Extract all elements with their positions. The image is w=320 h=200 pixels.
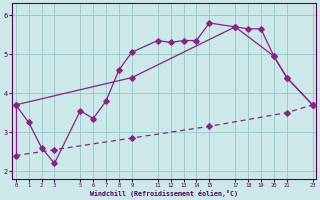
X-axis label: Windchill (Refroidissement éolien,°C): Windchill (Refroidissement éolien,°C) [90, 190, 238, 197]
